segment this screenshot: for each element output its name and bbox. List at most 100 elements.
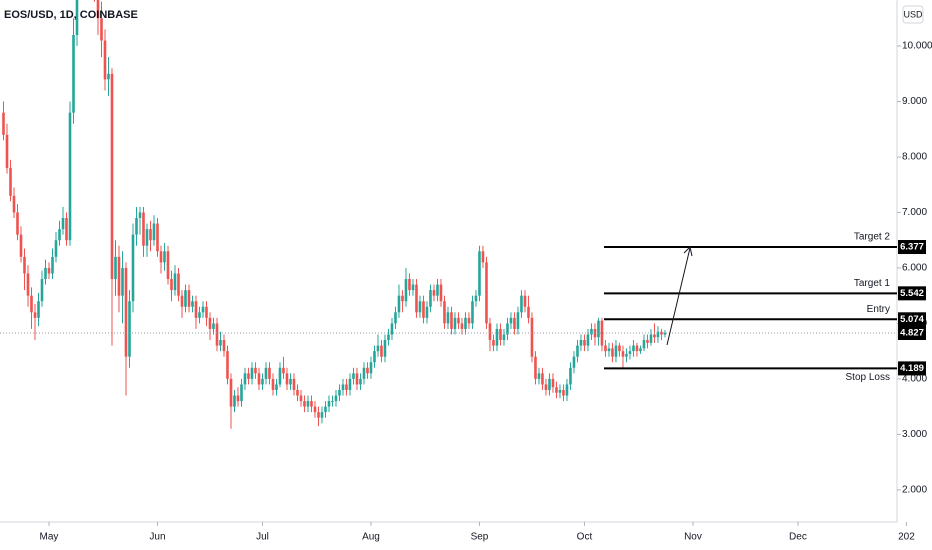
candle-body bbox=[16, 212, 19, 235]
candle-body bbox=[558, 389, 562, 393]
candle-body bbox=[495, 328, 499, 346]
level-name: Target 2 bbox=[854, 232, 891, 243]
candle-body bbox=[439, 284, 443, 302]
candle-body bbox=[156, 223, 159, 252]
candle-body bbox=[429, 290, 432, 307]
candle-body bbox=[275, 384, 278, 390]
candle-body bbox=[404, 279, 408, 302]
y-tick-label: 8.000 bbox=[902, 152, 927, 163]
candle-body bbox=[551, 378, 555, 388]
candle-body bbox=[397, 295, 401, 313]
candle-body bbox=[33, 312, 37, 318]
candle-body bbox=[355, 373, 359, 385]
candle-body bbox=[222, 340, 226, 352]
y-tick-label: 6.000 bbox=[902, 263, 927, 274]
candle-body bbox=[492, 340, 495, 346]
candle-body bbox=[579, 340, 583, 346]
candle-body bbox=[96, 0, 100, 19]
candle-body bbox=[415, 284, 418, 313]
level-price-label: 5.074 bbox=[900, 314, 924, 325]
candle-body bbox=[359, 378, 362, 385]
candle-body bbox=[236, 395, 240, 402]
candle-body bbox=[257, 373, 261, 385]
x-tick-label: Sep bbox=[471, 532, 489, 543]
current-price-label: 4.827 bbox=[900, 328, 924, 339]
candle-body bbox=[576, 345, 579, 357]
candle-body bbox=[180, 295, 184, 307]
x-tick-label: Nov bbox=[684, 532, 702, 543]
candle-body bbox=[520, 295, 523, 313]
candle-body bbox=[488, 323, 492, 341]
candle-body bbox=[345, 384, 348, 390]
candle-body bbox=[194, 301, 198, 318]
candle-body bbox=[2, 112, 5, 135]
candle-body bbox=[460, 323, 464, 329]
candle-body bbox=[23, 256, 26, 274]
candle-body bbox=[583, 340, 586, 346]
candle-body bbox=[446, 312, 450, 324]
candle-body bbox=[660, 331, 663, 335]
candle-body bbox=[453, 317, 457, 329]
x-tick-label: Oct bbox=[577, 532, 593, 543]
candle-body bbox=[607, 348, 611, 352]
candle-body bbox=[646, 340, 649, 343]
candle-body bbox=[380, 345, 383, 357]
candle-body bbox=[296, 389, 299, 396]
candle-body bbox=[635, 345, 639, 352]
candle-body bbox=[376, 345, 380, 352]
candle-body bbox=[12, 195, 16, 213]
y-tick-label: 3.000 bbox=[902, 429, 927, 440]
currency-box[interactable] bbox=[902, 5, 924, 24]
candle-body bbox=[163, 251, 166, 263]
candle-body bbox=[338, 389, 341, 396]
candle-body bbox=[103, 40, 107, 80]
level-price-box bbox=[898, 361, 926, 376]
x-tick-label: Jun bbox=[149, 532, 165, 543]
candle-body bbox=[541, 373, 544, 385]
candle-body bbox=[212, 323, 215, 329]
candle-body bbox=[65, 218, 68, 241]
candle-body bbox=[30, 295, 33, 313]
candle-body bbox=[418, 301, 422, 313]
x-tick-label: Jul bbox=[256, 532, 269, 543]
candle-body bbox=[264, 367, 268, 379]
candle-body bbox=[299, 395, 303, 402]
candle-body bbox=[58, 229, 61, 241]
candle-body bbox=[75, 0, 79, 35]
candle-body bbox=[586, 334, 590, 346]
y-tick-label: 2.000 bbox=[902, 484, 927, 495]
chart-title: EOS/USD, 1D, COINBASE bbox=[4, 9, 138, 21]
candle-body bbox=[47, 267, 51, 274]
level-price-box bbox=[898, 240, 926, 255]
candle-body bbox=[383, 340, 387, 357]
candle-body bbox=[642, 340, 646, 349]
candle-body bbox=[600, 320, 604, 346]
candle-body bbox=[411, 284, 415, 291]
candle-body bbox=[597, 320, 600, 338]
arrow-shaft bbox=[666, 247, 691, 346]
candle-body bbox=[317, 412, 320, 418]
candle-body bbox=[425, 306, 429, 318]
candle-body bbox=[625, 353, 628, 357]
candle-body bbox=[464, 317, 467, 329]
candle-body bbox=[562, 389, 565, 396]
candle-body bbox=[394, 312, 397, 324]
candle-body bbox=[513, 317, 516, 329]
candle-body bbox=[128, 301, 131, 357]
candle-body bbox=[233, 395, 236, 407]
candle-body bbox=[173, 273, 177, 291]
candle-body bbox=[310, 401, 313, 407]
candle-body bbox=[177, 273, 180, 296]
candle-body bbox=[247, 373, 250, 379]
candle-body bbox=[506, 323, 509, 335]
level-name: Target 1 bbox=[854, 278, 891, 289]
x-tick-label: Aug bbox=[362, 532, 380, 543]
candle-body bbox=[170, 279, 173, 291]
candle-body bbox=[226, 351, 229, 379]
candle-body bbox=[436, 284, 439, 296]
candle-body bbox=[604, 345, 607, 352]
candle-body bbox=[152, 223, 156, 241]
candle-body bbox=[37, 301, 40, 318]
candle-body bbox=[72, 34, 75, 113]
